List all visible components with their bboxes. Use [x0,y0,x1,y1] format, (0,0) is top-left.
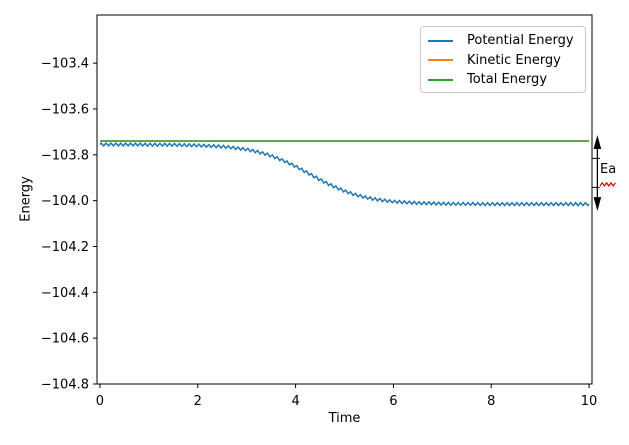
legend: Potential Energy Kinetic Energy Total En… [420,26,586,93]
annotation-label: Ea [600,162,617,177]
plot-area [96,14,593,385]
x-tick-label: 0 [96,394,104,409]
y-tick-label: −104.0 [41,194,89,209]
series-potential-energy [99,141,590,207]
y-tick-label: −104.4 [41,286,89,301]
ea-underline-squiggle [599,181,616,188]
legend-item-label: Kinetic Energy [467,52,561,68]
x-tick-label: 10 [581,394,598,409]
legend-item-label: Potential Energy [467,33,574,49]
x-tick-label: 4 [291,394,299,409]
legend-item-total-energy: Total Energy [428,70,585,90]
ea-arrow-head-down-icon [593,197,602,212]
legend-item-potential-energy: Potential Energy [428,31,585,51]
x-tick-label: 2 [194,394,202,409]
y-tick-label: −104.8 [41,378,89,393]
legend-line-potential-icon [428,39,453,42]
y-tick-label: −104.2 [41,240,89,255]
legend-line-total-icon [428,78,453,81]
y-tick-label: −103.6 [41,102,89,117]
ea-arrow-head-up-icon [593,135,602,150]
x-tick-label: 8 [487,394,495,409]
y-tick-label: −103.8 [41,148,89,163]
y-tick-label: −103.4 [41,57,89,72]
y-tick-label: −104.6 [41,332,89,347]
legend-line-kinetic-icon [428,59,453,62]
legend-item-label: Total Energy [467,72,548,88]
x-axis-label: Time [328,411,361,426]
x-tick-label: 6 [389,394,397,409]
legend-item-kinetic-energy: Kinetic Energy [428,51,585,71]
y-axis-label: Energy [18,176,34,222]
